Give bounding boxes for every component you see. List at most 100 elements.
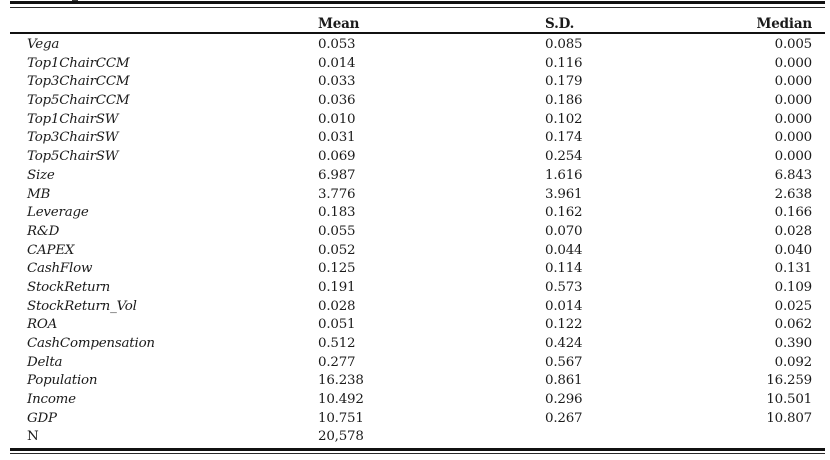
sd-value: 0.424 xyxy=(545,336,583,351)
row-label: N xyxy=(27,429,39,445)
sd-value xyxy=(545,428,690,447)
sd-value: 0.114 xyxy=(545,261,583,277)
mean-value: 3.776 xyxy=(318,186,356,202)
sd-value: 0.116 xyxy=(545,55,583,71)
sd-value: 0.296 xyxy=(545,392,583,408)
row-label: Vega xyxy=(27,37,60,52)
row-label: Size xyxy=(27,167,55,183)
table-row: Top5ChairCCM 0.036 0.186 0.000 xyxy=(10,92,825,111)
sd-value: 0.254 xyxy=(545,149,583,165)
mean-value: 0.028 xyxy=(318,298,356,314)
table-row: ROA 0.051 0.122 0.062 xyxy=(10,316,825,335)
table-row: Delta 0.277 0.567 0.092 xyxy=(10,354,825,373)
sd-value: 0.085 xyxy=(545,37,583,52)
sd-value: 0.044 xyxy=(545,242,583,258)
sd-value: 0.174 xyxy=(545,130,583,146)
row-label: GDP xyxy=(27,410,57,426)
median-value: 0.062 xyxy=(774,317,813,333)
mean-value: 0.033 xyxy=(318,74,356,90)
table-row: Population 16.238 0.861 16.259 xyxy=(10,372,825,391)
table-row: N 20,578 xyxy=(10,428,825,447)
table-row: GDP 10.751 0.267 10.807 xyxy=(10,410,825,429)
median-value: 0.040 xyxy=(774,242,813,258)
table-row: Size 6.987 1.616 6.843 xyxy=(10,167,825,186)
median-value xyxy=(690,428,825,447)
mean-value: 0.277 xyxy=(318,354,356,370)
median-value: 0.025 xyxy=(774,298,813,314)
table-row: CashFlow 0.125 0.114 0.131 xyxy=(10,260,825,279)
median-value: 2.638 xyxy=(774,186,813,202)
row-label: StockReturn_Vol xyxy=(27,298,137,314)
sd-value: 0.102 xyxy=(545,111,583,127)
row-label: Top3ChairCCM xyxy=(27,74,130,90)
mean-value: 0.191 xyxy=(318,279,356,295)
mean-value: 6.987 xyxy=(318,167,356,183)
sd-value: 3.961 xyxy=(545,186,583,202)
table-row: StockReturn 0.191 0.573 0.109 xyxy=(10,279,825,298)
mean-value: 0.014 xyxy=(318,55,356,71)
header-sd: S.D. xyxy=(545,16,575,32)
table-row: CashCompensation 0.512 0.424 0.390 xyxy=(10,335,825,354)
median-value: 0.131 xyxy=(774,261,813,277)
mean-value: 10.751 xyxy=(318,410,364,426)
sd-value: 0.179 xyxy=(545,74,583,90)
table-row: Top5ChairSW 0.069 0.254 0.000 xyxy=(10,148,825,167)
table-top-rule-thin xyxy=(10,7,825,8)
row-label: StockReturn xyxy=(27,279,111,295)
row-label: MB xyxy=(27,186,51,202)
row-label: Delta xyxy=(27,354,63,370)
sd-value: 0.162 xyxy=(545,205,583,221)
table-row: Top1ChairSW 0.010 0.102 0.000 xyxy=(10,111,825,130)
row-label: Population xyxy=(27,373,98,389)
table-row: Leverage 0.183 0.162 0.166 xyxy=(10,204,825,223)
mean-value: 20,578 xyxy=(318,429,364,445)
table-row: Vega 0.053 0.085 0.005 xyxy=(10,36,825,55)
sd-value: 0.267 xyxy=(545,410,583,426)
median-value: 0.390 xyxy=(774,336,813,351)
mean-value: 0.055 xyxy=(318,223,356,239)
table-row: CAPEX 0.052 0.044 0.040 xyxy=(10,242,825,261)
median-value: 0.000 xyxy=(774,55,813,71)
sd-value: 1.616 xyxy=(545,167,583,183)
mean-value: 0.036 xyxy=(318,93,356,109)
median-value: 0.000 xyxy=(774,130,813,146)
row-label: R&D xyxy=(27,223,60,239)
row-label: Top1ChairSW xyxy=(27,111,119,127)
row-label: CAPEX xyxy=(27,242,75,258)
table-body: Vega 0.053 0.085 0.005 Top1ChairCCM 0.014 0.11… xyxy=(10,36,825,447)
median-value: 0.109 xyxy=(774,279,813,295)
mean-value: 0.069 xyxy=(318,149,356,165)
mean-value: 16.238 xyxy=(318,373,364,389)
row-label: Top3ChairSW xyxy=(27,130,119,146)
table-top-rule-thick xyxy=(10,1,825,4)
table-row: R&D 0.055 0.070 0.028 xyxy=(10,223,825,242)
median-value: 0.005 xyxy=(774,37,813,52)
summary-statistics-table: Mean S.D. Median Vega 0.053 0.085 0.005 Top1… xyxy=(10,0,825,460)
sd-value: 0.567 xyxy=(545,354,583,370)
mean-value: 10.492 xyxy=(318,392,364,408)
row-label: Leverage xyxy=(27,205,89,221)
row-label: Income xyxy=(27,392,76,408)
mean-value: 0.051 xyxy=(318,317,356,333)
sd-value: 0.070 xyxy=(545,223,583,239)
sd-value: 0.014 xyxy=(545,298,583,314)
row-label: ROA xyxy=(27,317,58,333)
median-value: 16.259 xyxy=(766,373,812,389)
header-mean: Mean xyxy=(318,16,360,32)
row-label: CashFlow xyxy=(27,261,93,277)
table-bottom-rule-thick xyxy=(10,448,825,451)
row-label: Top5ChairCCM xyxy=(27,93,130,109)
table-row: Income 10.492 0.296 10.501 xyxy=(10,391,825,410)
mean-value: 0.010 xyxy=(318,111,356,127)
mean-value: 0.031 xyxy=(318,130,356,146)
table-row: Top1ChairCCM 0.014 0.116 0.000 xyxy=(10,55,825,74)
mean-value: 0.125 xyxy=(318,261,356,277)
row-label: Top1ChairCCM xyxy=(27,55,130,71)
row-label: Top5ChairSW xyxy=(27,149,119,165)
median-value: 0.000 xyxy=(774,111,813,127)
sd-value: 0.573 xyxy=(545,279,583,295)
mean-value: 0.052 xyxy=(318,242,356,258)
table-row: Top3ChairCCM 0.033 0.179 0.000 xyxy=(10,73,825,92)
table-mid-rule xyxy=(10,32,825,34)
table-row: MB 3.776 3.961 2.638 xyxy=(10,186,825,205)
